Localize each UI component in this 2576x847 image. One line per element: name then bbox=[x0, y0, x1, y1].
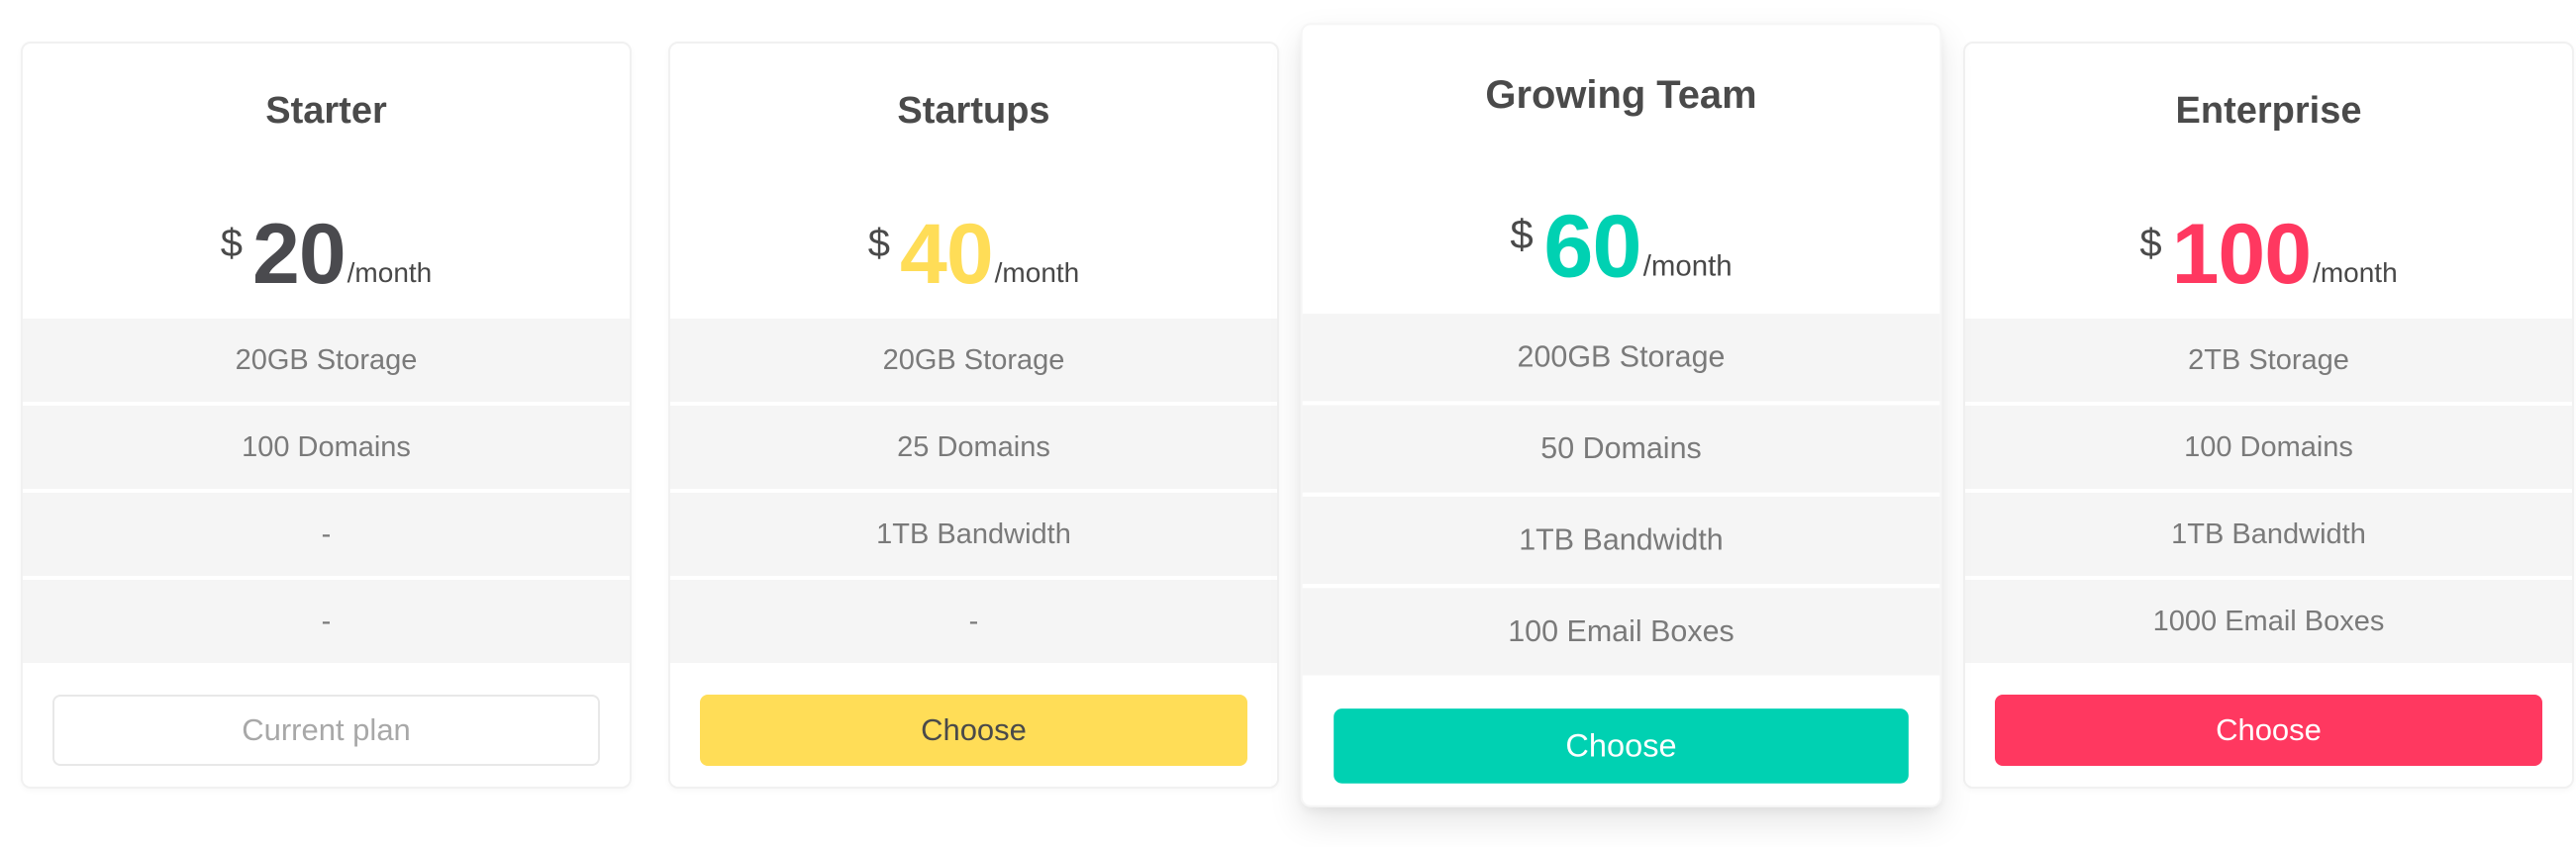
feature-item: 100 Email Boxes bbox=[1302, 588, 1940, 676]
feature-item: - bbox=[670, 580, 1277, 663]
feature-item: 100 Domains bbox=[23, 406, 630, 489]
plan-card-enterprise: Enterprise $ 100 /month 2TB Storage 100 … bbox=[1963, 42, 2574, 789]
plan-footer: Current plan bbox=[23, 667, 630, 766]
currency-symbol: $ bbox=[1510, 212, 1534, 258]
feature-list: 2TB Storage 100 Domains 1TB Bandwidth 10… bbox=[1965, 319, 2572, 667]
plan-price: $ 40 /month bbox=[868, 212, 1080, 297]
plan-name: Enterprise bbox=[2175, 90, 2362, 132]
feature-list: 20GB Storage 100 Domains - - bbox=[23, 319, 630, 667]
plan-footer: Choose bbox=[1303, 680, 1940, 784]
pricing-table: Starter $ 20 /month 20GB Storage 100 Dom… bbox=[21, 23, 2574, 807]
feature-item: 50 Domains bbox=[1302, 405, 1940, 493]
plan-name: Growing Team bbox=[1485, 73, 1757, 118]
feature-list: 20GB Storage 25 Domains 1TB Bandwidth - bbox=[670, 319, 1277, 667]
currency-symbol: $ bbox=[220, 222, 243, 265]
plan-card-growing-team: Growing Team $ 60 /month 200GB Storage 5… bbox=[1300, 23, 1942, 807]
plan-price: $ 20 /month bbox=[221, 212, 433, 297]
feature-item: 1000 Email Boxes bbox=[1965, 580, 2572, 663]
feature-item: 200GB Storage bbox=[1302, 314, 1940, 402]
plan-header: Enterprise $ 100 /month bbox=[1965, 44, 2572, 319]
plan-footer: Choose bbox=[670, 667, 1277, 766]
price-amount: 100 bbox=[2171, 207, 2312, 302]
plan-name: Startups bbox=[897, 90, 1050, 132]
feature-item: 100 Domains bbox=[1965, 406, 2572, 489]
current-plan-button[interactable]: Current plan bbox=[52, 695, 600, 766]
price-period: /month bbox=[994, 257, 1080, 288]
choose-button-enterprise[interactable]: Choose bbox=[1995, 695, 2542, 766]
plan-price: $ 100 /month bbox=[2139, 212, 2397, 297]
price-period: /month bbox=[1642, 249, 1733, 282]
choose-button-startups[interactable]: Choose bbox=[700, 695, 1247, 766]
price-period: /month bbox=[2313, 257, 2398, 288]
currency-symbol: $ bbox=[867, 222, 890, 265]
feature-item: 1TB Bandwidth bbox=[1965, 493, 2572, 576]
plan-header: Growing Team $ 60 /month bbox=[1303, 25, 1940, 314]
price-amount: 20 bbox=[251, 207, 347, 302]
plan-price: $ 60 /month bbox=[1510, 202, 1732, 291]
price-period: /month bbox=[347, 257, 433, 288]
feature-item: 1TB Bandwidth bbox=[1302, 496, 1940, 585]
currency-symbol: $ bbox=[2139, 222, 2162, 265]
feature-item: 20GB Storage bbox=[670, 319, 1277, 402]
feature-item: 1TB Bandwidth bbox=[670, 493, 1277, 576]
price-amount: 40 bbox=[899, 207, 994, 302]
feature-item: - bbox=[23, 580, 630, 663]
choose-button-growing-team[interactable]: Choose bbox=[1334, 708, 1909, 784]
plan-card-starter: Starter $ 20 /month 20GB Storage 100 Dom… bbox=[21, 42, 632, 789]
feature-item: 2TB Storage bbox=[1965, 319, 2572, 402]
plan-name: Starter bbox=[265, 90, 387, 132]
feature-item: 20GB Storage bbox=[23, 319, 630, 402]
price-amount: 60 bbox=[1543, 196, 1641, 297]
plan-header: Startups $ 40 /month bbox=[670, 44, 1277, 319]
plan-header: Starter $ 20 /month bbox=[23, 44, 630, 319]
feature-list: 200GB Storage 50 Domains 1TB Bandwidth 1… bbox=[1302, 314, 1940, 680]
feature-item: - bbox=[23, 493, 630, 576]
plan-footer: Choose bbox=[1965, 667, 2572, 766]
feature-item: 25 Domains bbox=[670, 406, 1277, 489]
plan-card-startups: Startups $ 40 /month 20GB Storage 25 Dom… bbox=[668, 42, 1279, 789]
